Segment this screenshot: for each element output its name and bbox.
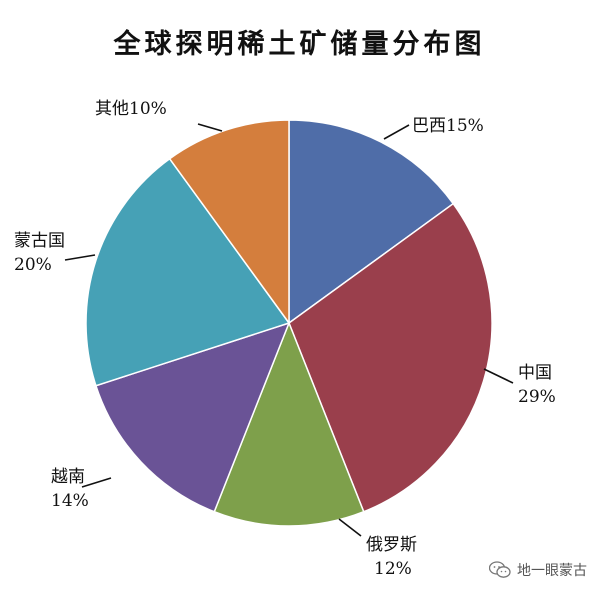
chart-title: 全球探明稀土矿储量分布图 [113, 29, 486, 60]
leader-line-2 [483, 368, 514, 384]
pie-slice-1 [288, 119, 455, 325]
watermark: 地一眼蒙古 [489, 560, 587, 580]
slice-label-4-line-1: 越南 [51, 467, 85, 487]
slice-label-2-line-2: 29% [518, 387, 556, 407]
pie-slice-3 [213, 320, 365, 527]
slice-label-5-line-1: 蒙古国 [14, 231, 65, 251]
watermark-text: 地一眼蒙古 [517, 563, 587, 579]
pie-slices [85, 119, 493, 527]
pie-slice-5 [85, 157, 291, 387]
leader-line-5 [64, 254, 96, 261]
pie-slice-2 [288, 202, 493, 513]
wechat-icon [489, 561, 511, 578]
slice-label-2-line-1: 中国 [518, 363, 552, 383]
pie-slice-6 [168, 119, 290, 326]
leader-line-1 [383, 124, 410, 140]
leader-line-3 [338, 518, 362, 537]
slice-label-4-line-2: 14% [51, 491, 89, 511]
leader-line-6 [197, 123, 223, 132]
slice-label-1: 巴西15% [412, 116, 484, 136]
slice-label-5-line-2: 20% [14, 255, 52, 275]
leader-line-4 [81, 477, 112, 488]
slice-label-3-line-1: 俄罗斯 [366, 535, 417, 555]
leader-lines [64, 123, 514, 537]
slice-labels: 巴西15% 中国 29% 俄罗斯 12% 越南 14% 蒙古国 20% 其他10% [14, 99, 556, 579]
slice-label-3-line-2: 12% [374, 559, 412, 579]
slice-label-6: 其他10% [95, 99, 167, 119]
